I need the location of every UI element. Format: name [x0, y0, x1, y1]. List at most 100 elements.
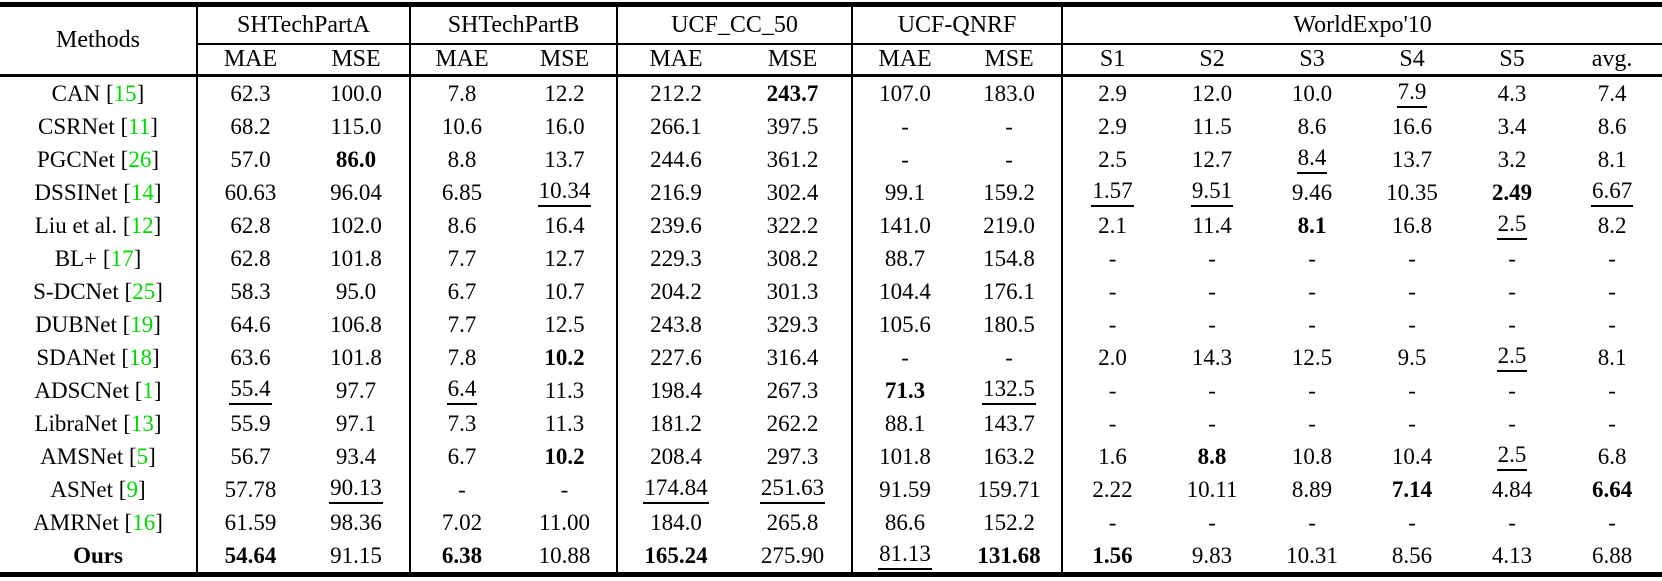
metric-cell: -: [1262, 308, 1362, 341]
metric-cell: 16.4: [513, 209, 617, 242]
metric-cell: 184.0: [616, 506, 735, 539]
metric-value: 2.9: [1098, 80, 1127, 106]
citation-ref[interactable]: 14: [130, 179, 154, 205]
metric-value: 12.5: [544, 311, 585, 337]
metric-cell: -: [1362, 242, 1462, 275]
table-row: S-DCNet [25] 58.3 95.0 6.7 10.7 204.2 301.3 104…: [0, 275, 1662, 308]
metric-value: 12.7: [544, 245, 585, 271]
citation-ref[interactable]: 26: [128, 146, 152, 172]
method-name: DUBNet: [35, 311, 117, 337]
metric-cell: -: [1061, 374, 1163, 407]
metric-cell: 9.5: [1362, 341, 1462, 374]
metric-cell: -: [513, 473, 617, 506]
metric-value: 57.0: [230, 146, 271, 172]
subheader-worldexpo-s3: S3: [1262, 44, 1363, 77]
metric-value: 11.00: [539, 509, 590, 535]
metric-value: 180.5: [983, 311, 1035, 337]
citation-ref[interactable]: 9: [126, 476, 138, 502]
metric-cell: 163.2: [957, 440, 1062, 473]
metric-value: 9.46: [1291, 179, 1333, 205]
metric-value: -: [1408, 245, 1416, 271]
citation-ref[interactable]: 19: [130, 311, 154, 337]
metric-cell: 11.00: [513, 506, 617, 539]
metric-value: -: [1408, 509, 1416, 535]
metric-value: 2.5: [1496, 212, 1528, 240]
metric-cell: 88.7: [851, 242, 958, 275]
metric-cell: 9.46: [1262, 176, 1362, 209]
metric-value: 6.67: [1590, 179, 1634, 207]
metric-cell: 297.3: [734, 440, 852, 473]
metric-cell: 12.0: [1162, 76, 1262, 111]
metric-value: 58.3: [230, 278, 271, 304]
metric-cell: 1.57: [1061, 176, 1163, 209]
metric-value: 57.78: [224, 476, 277, 502]
metric-value: -: [1308, 278, 1316, 304]
subheader-parta-mae: MAE: [196, 44, 303, 77]
method-cell: Liu et al. [12]: [34, 212, 162, 238]
metric-cell: 243.7: [734, 76, 852, 111]
metric-value: 302.4: [766, 179, 819, 205]
table-row: Liu et al. [12] 62.8 102.0 8.6 16.4 239.6 322.…: [0, 209, 1662, 242]
citation-ref[interactable]: 16: [132, 509, 156, 535]
metric-value: 54.64: [224, 542, 277, 568]
metric-value: 262.2: [766, 410, 819, 436]
metric-cell: -: [1262, 275, 1362, 308]
metric-cell: 301.3: [734, 275, 852, 308]
metric-value: 204.2: [650, 278, 702, 304]
metric-value: 8.89: [1291, 476, 1333, 502]
metric-cell: -: [1262, 242, 1362, 275]
metric-value: 6.88: [1591, 542, 1633, 568]
subheader-worldexpo-s4: S4: [1362, 44, 1463, 77]
citation-ref[interactable]: 17: [110, 245, 134, 271]
metric-cell: 154.8: [957, 242, 1062, 275]
metric-cell: 2.5: [1061, 143, 1163, 176]
metric-value: 6.8: [1597, 443, 1627, 469]
group-header-shtechparta: SHTechPartA: [196, 4, 410, 45]
metric-cell: -: [851, 143, 958, 176]
metric-cell: 6.67: [1562, 176, 1662, 209]
method-cell: SDANet [18]: [36, 344, 160, 370]
metric-cell: 8.1: [1562, 143, 1662, 176]
metric-cell: 62.3: [196, 75, 303, 110]
metric-cell: 181.2: [616, 407, 735, 440]
citation-ref[interactable]: 25: [132, 278, 156, 304]
metric-value: 132.5: [982, 377, 1036, 405]
citation-ref[interactable]: 15: [113, 80, 137, 106]
metric-value: 96.04: [330, 179, 382, 205]
metric-cell: 198.4: [616, 374, 735, 407]
citation-ref[interactable]: 18: [128, 344, 152, 370]
metric-value: 10.2: [544, 443, 585, 469]
subheader-qnrf-mae: MAE: [851, 44, 958, 77]
metric-cell: 14.3: [1162, 341, 1262, 374]
metric-value: 1.57: [1091, 179, 1134, 207]
citation-ref[interactable]: 11: [128, 113, 151, 139]
method-cell: BL+ [17]: [54, 245, 142, 271]
metric-cell: 93.4: [303, 440, 410, 473]
citation-ref[interactable]: 5: [136, 443, 149, 469]
metric-value: 7.8: [447, 344, 477, 370]
metric-cell: 11.5: [1162, 110, 1262, 143]
metric-cell: 3.2: [1462, 143, 1562, 176]
metric-cell: -: [1462, 242, 1562, 275]
metric-cell: 204.2: [616, 275, 735, 308]
metric-cell: 10.6: [409, 110, 513, 143]
metric-value: 93.4: [335, 443, 377, 469]
metric-cell: 7.7: [409, 308, 513, 341]
metric-cell: -: [1462, 308, 1562, 341]
citation-ref[interactable]: 13: [130, 410, 154, 436]
metric-value: -: [1508, 245, 1516, 271]
subheader-parta-mse: MSE: [303, 44, 410, 77]
metric-value: 10.7: [544, 278, 585, 304]
metric-cell: 397.5: [734, 110, 852, 143]
metric-cell: 106.8: [303, 308, 410, 341]
citation-ref[interactable]: 1: [142, 377, 154, 403]
metric-value: 64.6: [230, 311, 271, 337]
metric-value: -: [1208, 509, 1216, 535]
metric-value: 159.71: [977, 476, 1041, 502]
metric-value: 198.4: [650, 377, 702, 403]
metric-value: 13.7: [1391, 146, 1433, 172]
citation-ref[interactable]: 12: [130, 212, 154, 238]
metric-cell: -: [1262, 506, 1362, 539]
metric-cell: 10.35: [1362, 176, 1462, 209]
metric-cell: 316.4: [734, 341, 852, 374]
